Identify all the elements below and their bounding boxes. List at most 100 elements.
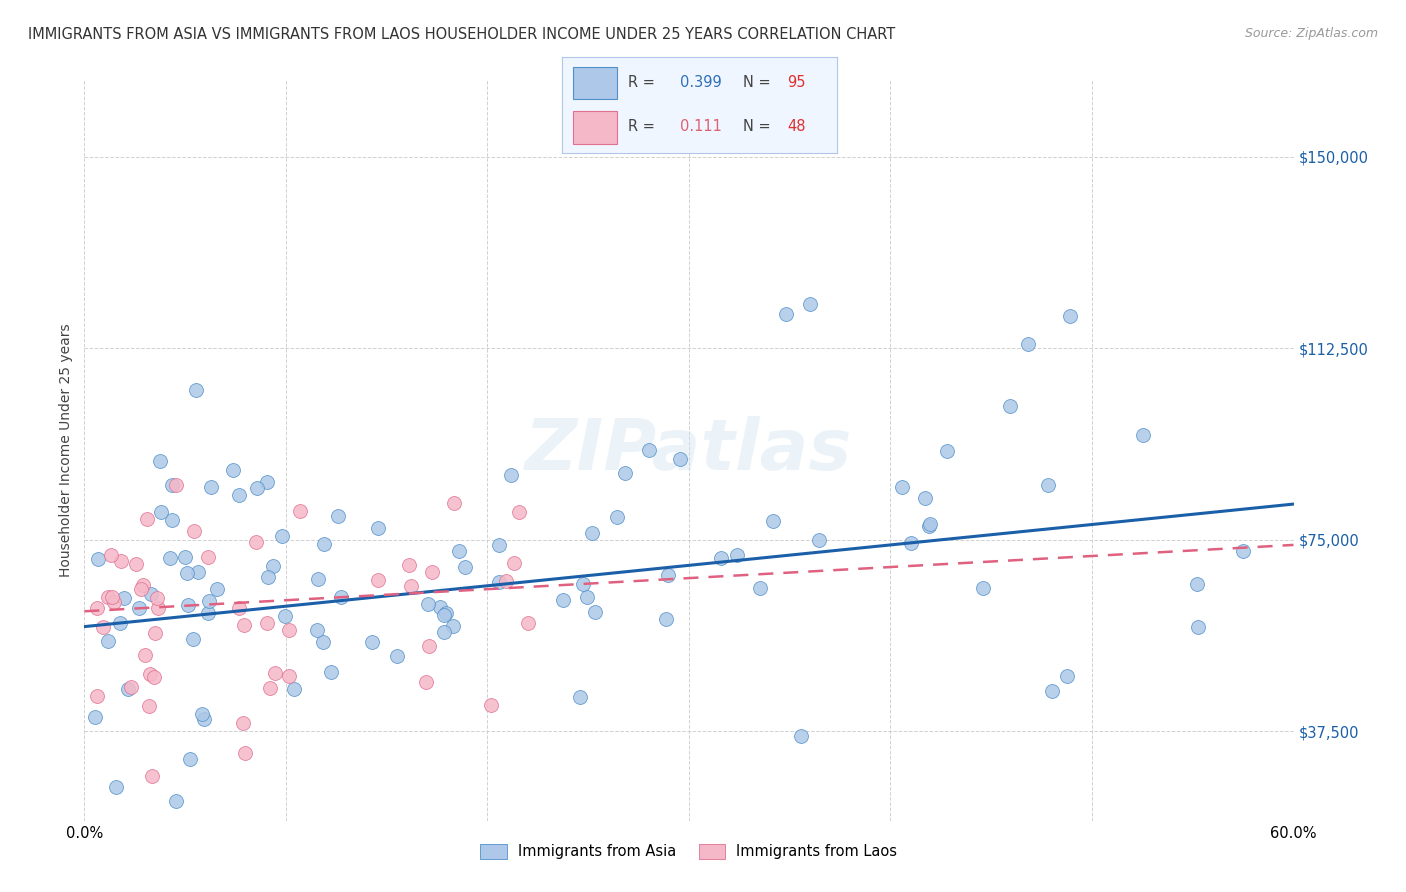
Point <box>97 633 120 648</box>
Point <box>150 824 173 838</box>
Text: N =: N = <box>744 75 776 90</box>
Point <box>179 752 201 766</box>
Point <box>360 635 382 649</box>
Point <box>433 625 456 640</box>
Point <box>228 488 250 502</box>
Text: ZIPatlas: ZIPatlas <box>526 416 852 485</box>
Point <box>762 514 785 528</box>
Point <box>418 640 440 654</box>
Point <box>307 573 329 587</box>
Point <box>1232 543 1254 558</box>
Point <box>890 480 912 494</box>
Point <box>165 794 187 808</box>
Point <box>443 496 465 510</box>
Point <box>1040 684 1063 698</box>
Point <box>508 505 530 519</box>
Point <box>108 615 131 630</box>
Point <box>257 570 280 584</box>
Point <box>900 536 922 550</box>
Point <box>84 709 107 723</box>
Point <box>657 568 679 582</box>
Point <box>429 600 451 615</box>
Point <box>398 558 420 572</box>
Point <box>775 307 797 321</box>
Point <box>415 674 437 689</box>
Point <box>307 623 329 637</box>
Point <box>117 682 139 697</box>
Point <box>568 690 591 705</box>
Point <box>433 607 456 622</box>
Point <box>103 595 125 609</box>
Text: 0.111: 0.111 <box>681 120 723 135</box>
Point <box>101 590 124 604</box>
Point <box>271 529 294 543</box>
Legend: Immigrants from Asia, Immigrants from Laos: Immigrants from Asia, Immigrants from La… <box>475 838 903 865</box>
Y-axis label: Householder Income Under 25 years: Householder Income Under 25 years <box>59 324 73 577</box>
Point <box>207 582 229 597</box>
Point <box>129 582 152 596</box>
Point <box>319 665 342 679</box>
Point <box>228 601 250 615</box>
Point <box>553 593 575 607</box>
Point <box>278 669 301 683</box>
Point <box>160 513 183 527</box>
Point <box>441 619 464 633</box>
Point <box>420 565 443 579</box>
Point <box>100 548 122 562</box>
Text: 0.399: 0.399 <box>681 75 723 90</box>
Point <box>488 575 510 590</box>
Point <box>495 574 517 589</box>
Point <box>146 601 169 615</box>
Point <box>176 566 198 580</box>
FancyBboxPatch shape <box>574 111 617 144</box>
Point <box>503 556 526 570</box>
Point <box>918 519 941 533</box>
Point <box>104 780 127 794</box>
Point <box>1036 477 1059 491</box>
Point <box>246 481 269 495</box>
Point <box>110 554 132 568</box>
Point <box>91 620 114 634</box>
Point <box>233 618 256 632</box>
Point <box>1187 620 1209 634</box>
Point <box>790 729 813 743</box>
Point <box>669 452 692 467</box>
Point <box>290 504 312 518</box>
Point <box>576 591 599 605</box>
Point <box>160 478 183 492</box>
Point <box>454 559 477 574</box>
Point <box>1132 427 1154 442</box>
Point <box>86 601 108 615</box>
Point <box>128 601 150 615</box>
Point <box>367 521 389 535</box>
Text: 95: 95 <box>787 75 806 90</box>
Point <box>112 591 135 605</box>
Point <box>583 605 606 619</box>
Point <box>571 577 593 591</box>
Point <box>138 699 160 714</box>
Point <box>233 746 256 760</box>
Point <box>141 769 163 783</box>
Text: R =: R = <box>628 75 659 90</box>
Point <box>186 383 208 397</box>
Point <box>488 538 510 552</box>
Point <box>638 442 661 457</box>
Point <box>132 578 155 592</box>
Point <box>149 454 172 468</box>
Point <box>274 608 297 623</box>
Point <box>920 517 942 532</box>
Point <box>808 533 831 547</box>
Point <box>187 566 209 580</box>
Point <box>449 543 471 558</box>
Point <box>197 606 219 620</box>
Point <box>231 716 253 731</box>
Point <box>125 558 148 572</box>
Point <box>181 632 204 646</box>
Point <box>259 681 281 695</box>
Point <box>312 634 335 648</box>
Point <box>328 509 350 524</box>
Point <box>256 475 278 489</box>
Point <box>263 666 285 681</box>
Point <box>479 698 502 713</box>
Point <box>150 506 173 520</box>
